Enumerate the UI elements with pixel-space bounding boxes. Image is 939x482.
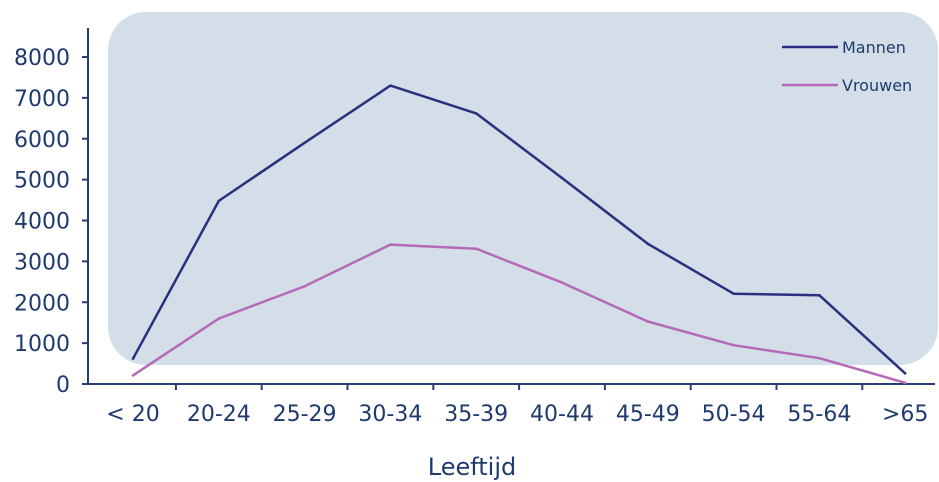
x-tick-label: 55-64 (787, 402, 851, 427)
data-point-vrouwen (732, 343, 735, 347)
y-tick-label: 4000 (14, 210, 70, 235)
y-tick-label: 7000 (14, 87, 70, 112)
data-point-mannen (560, 176, 564, 180)
data-point-mannen (131, 357, 135, 360)
y-tick-label: 6000 (14, 128, 70, 153)
data-point-vrouwen (818, 356, 821, 360)
x-tick-label: 25-29 (273, 402, 337, 427)
y-axis: 0 1000 2000 3000 4000 5000 6000 7000 8000 (14, 28, 89, 398)
x-axis-title: Leeftijd (428, 453, 517, 481)
legend: Mannen Vrouwen (782, 38, 912, 95)
legend-label-vrouwen: Vrouwen (842, 76, 912, 95)
data-point-mannen (646, 242, 650, 246)
data-point-mannen (818, 294, 821, 297)
data-point-mannen (474, 112, 478, 115)
x-tick-label: >65 (882, 402, 928, 427)
y-tick-label: 8000 (14, 46, 70, 71)
data-point-mannen (732, 292, 735, 295)
series-lines (131, 84, 907, 385)
data-point-vrouwen (303, 285, 306, 288)
y-tick-label: 5000 (14, 169, 70, 194)
data-point-vrouwen (131, 374, 135, 377)
data-point-mannen (903, 372, 907, 375)
y-tick-label: 2000 (14, 291, 70, 316)
data-point-vrouwen (389, 243, 392, 246)
x-tick-label: 35-39 (444, 402, 508, 427)
x-tick-label: 30-34 (358, 402, 422, 427)
data-point-vrouwen (903, 381, 907, 385)
series-line-vrouwen (132, 243, 906, 385)
data-point-mannen (303, 141, 306, 145)
data-point-mannen (389, 84, 392, 87)
data-point-mannen (217, 199, 221, 203)
x-tick-label: 20-24 (187, 402, 251, 427)
x-tick-label: < 20 (106, 402, 159, 427)
data-point-vrouwen (474, 247, 478, 251)
data-point-vrouwen (217, 317, 221, 320)
data-point-vrouwen (646, 320, 650, 323)
data-point-vrouwen (560, 281, 564, 284)
y-tick-label: 0 (56, 373, 70, 398)
x-axis: < 20 20-24 25-29 30-34 35-39 40-44 45-49 50-54 5… (88, 383, 935, 427)
plot-background-panel (108, 12, 938, 365)
x-tick-label: 50-54 (702, 402, 766, 427)
y-tick-label: 3000 (14, 250, 70, 275)
series-line-mannen (131, 84, 907, 375)
y-tick-label: 1000 (14, 332, 70, 357)
x-tick-label: 45-49 (616, 402, 680, 427)
legend-label-mannen: Mannen (842, 38, 906, 57)
x-tick-label: 40-44 (530, 402, 594, 427)
